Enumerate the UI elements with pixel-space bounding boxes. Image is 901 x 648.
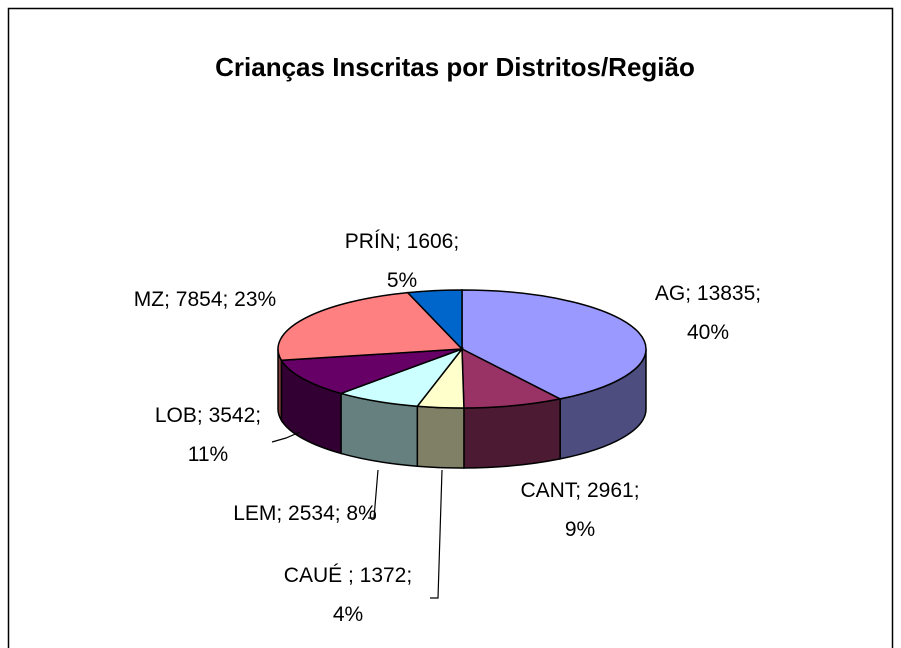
data-label-line: 4% [333, 603, 363, 626]
slice-wall [416, 405, 465, 469]
chart-title: Crianças Inscritas por Distritos/Região [215, 52, 695, 82]
leader-line [271, 431, 301, 443]
data-label-line: PRÍN; 1606; [345, 230, 459, 253]
data-label: CANT; 2961; 9% [520, 479, 639, 541]
data-label: PRÍN; 1606; 5% [345, 230, 459, 292]
slice-wall [463, 397, 561, 469]
data-label: CAUÉ ; 1372; 4% [284, 564, 412, 626]
data-label-line: 40% [687, 321, 729, 344]
data-label-line: MZ; 7854; 23% [134, 288, 276, 311]
slice [277, 291, 464, 362]
slice [280, 348, 463, 395]
data-label-line: AG; 13835; [655, 282, 761, 305]
slice [461, 347, 563, 409]
data-label-line: 11% [188, 443, 228, 466]
data-label-line: LEM; 2534; 8% [233, 502, 377, 525]
data-labels: AG; 13835; 40% CANT; 2961; 9% CAUÉ ; 1372; 4%… [134, 230, 761, 626]
leader-line [368, 469, 379, 519]
leader-line [430, 469, 443, 599]
data-label-line: CANT; 2961; [520, 479, 639, 502]
slice [406, 289, 463, 351]
data-label: LEM; 2534; 8% [233, 502, 377, 525]
data-label: AG; 13835; 40% [655, 282, 761, 344]
data-label-line: 5% [387, 269, 417, 292]
data-label-line: CAUÉ ; 1372; [284, 564, 412, 587]
data-label-line: 9% [565, 518, 595, 541]
pie-tops [277, 289, 647, 409]
data-label: MZ; 7854; 23% [134, 288, 276, 311]
data-label: LOB; 3542; 11% [155, 404, 261, 466]
data-label-line: LOB; 3542; [155, 404, 261, 427]
